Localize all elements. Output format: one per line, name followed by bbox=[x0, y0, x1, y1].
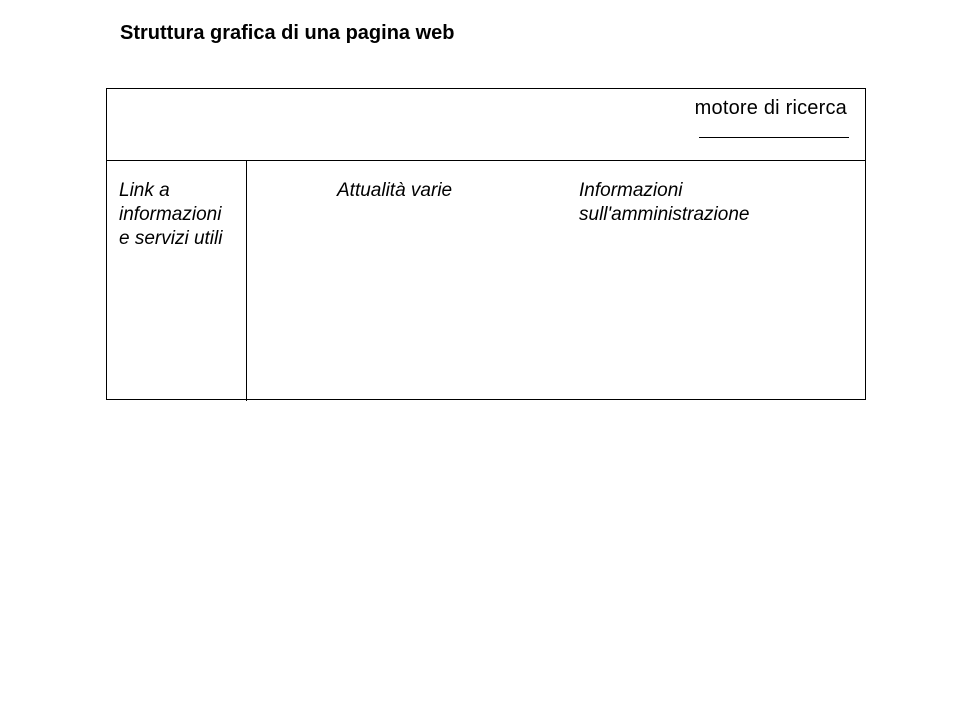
column-right: Informazioni sull'amministrazione bbox=[567, 161, 865, 401]
page-title: Struttura grafica di una pagina web bbox=[120, 22, 455, 45]
search-input-underline[interactable] bbox=[699, 137, 849, 138]
column-left: Link a informazioni e servizi utili bbox=[107, 161, 247, 401]
layout-frame: motore di ricerca Link a informazioni e … bbox=[106, 88, 866, 400]
search-engine-label: motore di ricerca bbox=[695, 97, 847, 120]
header-region: motore di ricerca bbox=[107, 89, 865, 161]
body-region: Link a informazioni e servizi utili Attu… bbox=[107, 161, 865, 401]
column-middle: Attualità varie bbox=[247, 161, 567, 401]
